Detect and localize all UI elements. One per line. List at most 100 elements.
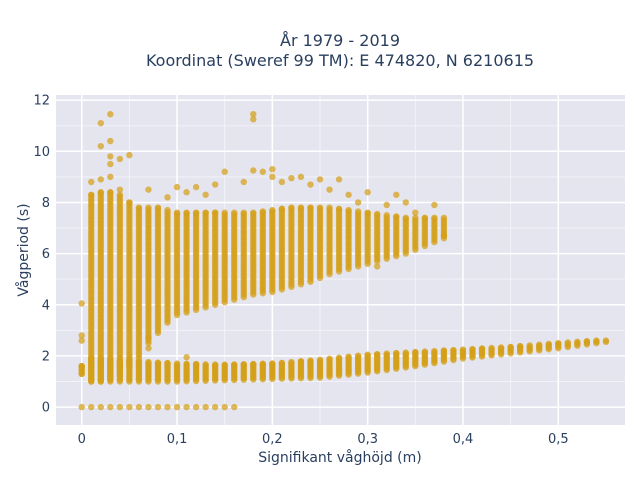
data-point — [345, 353, 352, 360]
data-point — [345, 206, 352, 214]
tick-layer: 0 0,1 0,2 0,3 0,4 0,5 0 2 4 6 8 10 12 — [33, 94, 568, 447]
data-point — [297, 358, 305, 365]
data-point — [316, 204, 324, 211]
data-point — [116, 186, 124, 193]
data-point — [154, 204, 162, 211]
data-point — [231, 209, 238, 216]
data-point — [202, 191, 209, 198]
data-point — [412, 209, 419, 216]
data-point — [135, 204, 143, 211]
data-point — [564, 339, 572, 346]
data-point — [354, 199, 362, 206]
data-point — [240, 209, 247, 216]
data-point — [288, 358, 295, 366]
data-point — [97, 119, 105, 127]
x-axis-label: Signifikant våghöjd (m) — [258, 449, 421, 466]
data-point — [316, 356, 324, 363]
data-point — [459, 346, 467, 353]
data-point — [164, 403, 171, 411]
data-point — [107, 153, 114, 160]
data-point — [250, 209, 257, 216]
data-point — [497, 344, 505, 351]
data-point — [402, 199, 409, 206]
data-point — [107, 160, 114, 168]
data-point — [412, 348, 419, 356]
data-point — [116, 403, 124, 411]
data-point — [164, 206, 171, 214]
data-point — [107, 403, 114, 411]
data-point — [97, 142, 105, 150]
data-point — [221, 209, 228, 216]
data-point — [97, 403, 105, 411]
data-point — [78, 332, 85, 339]
data-point — [335, 354, 343, 361]
data-point — [278, 359, 286, 367]
data-point — [440, 214, 448, 221]
data-point — [335, 205, 343, 213]
data-point — [154, 403, 162, 411]
data-point — [431, 347, 438, 355]
y-axis-label: Vågperiod (s) — [15, 203, 32, 296]
data-point — [440, 232, 448, 239]
data-point — [126, 199, 133, 206]
data-point — [364, 351, 371, 358]
data-point — [78, 362, 85, 370]
data-point — [107, 173, 114, 181]
data-point — [383, 350, 390, 357]
data-point — [259, 360, 267, 368]
data-point — [421, 348, 429, 355]
data-point — [78, 300, 85, 307]
data-point — [211, 209, 219, 216]
data-point — [192, 360, 200, 368]
data-point — [307, 181, 314, 188]
data-point — [269, 165, 276, 173]
data-point — [164, 194, 171, 201]
chart-subtitle: Koordinat (Sweref 99 TM): E 474820, N 62… — [146, 51, 534, 70]
data-point — [126, 151, 133, 159]
data-point — [202, 403, 209, 411]
data-point — [316, 176, 324, 183]
data-point — [97, 189, 105, 196]
data-point — [231, 361, 238, 368]
data-point — [192, 209, 200, 216]
data-point — [173, 360, 181, 367]
data-point — [383, 212, 390, 219]
data-point — [88, 178, 95, 186]
data-point — [250, 167, 257, 174]
data-point — [145, 204, 152, 211]
data-point — [326, 186, 333, 193]
data-point — [393, 349, 400, 357]
data-point — [526, 342, 533, 349]
data-point — [478, 345, 486, 352]
data-point — [78, 337, 85, 344]
data-point — [297, 204, 305, 211]
data-point — [173, 183, 181, 191]
data-point — [450, 346, 457, 354]
data-point — [202, 209, 209, 216]
data-point — [288, 174, 295, 182]
data-point — [126, 356, 133, 363]
x-tick-label: 0,1 — [167, 432, 188, 447]
y-tick-label: 12 — [33, 94, 50, 109]
data-point — [516, 343, 524, 350]
data-point — [364, 209, 371, 216]
data-point — [345, 191, 352, 198]
y-tick-label: 8 — [42, 196, 50, 211]
data-point — [288, 204, 295, 211]
data-point — [431, 214, 438, 221]
data-point — [393, 191, 400, 198]
data-point — [126, 403, 133, 411]
data-point — [183, 354, 190, 361]
data-point — [297, 173, 305, 181]
data-point — [221, 403, 228, 411]
data-point — [107, 189, 114, 196]
x-tick-label: 0,4 — [453, 432, 474, 447]
data-point — [250, 360, 257, 368]
data-point — [545, 340, 552, 348]
data-point — [335, 176, 343, 183]
data-point — [278, 178, 286, 186]
data-point — [116, 191, 124, 198]
data-point — [354, 352, 362, 359]
